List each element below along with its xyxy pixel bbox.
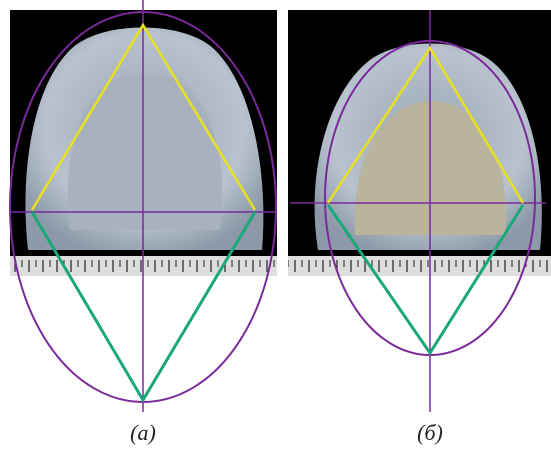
panel-label: (б)	[417, 420, 443, 445]
panel-b: (б)	[288, 10, 551, 445]
panel-a: (a)	[10, 0, 277, 445]
panel-label: (a)	[130, 420, 156, 445]
ruler	[288, 256, 551, 276]
figure: (a) (б)	[0, 0, 551, 460]
